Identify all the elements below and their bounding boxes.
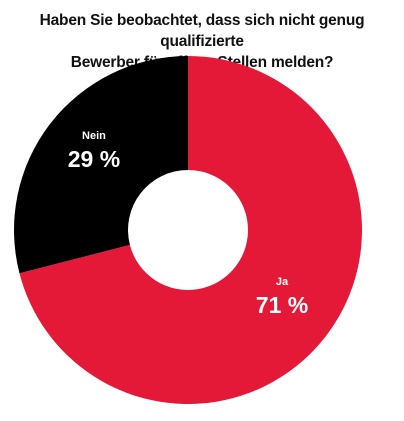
chart-title-line-1: Haben Sie beobachtet, dass sich nicht ge… <box>39 12 365 50</box>
donut-labels: Ja 71 % Nein 29 % <box>68 130 308 318</box>
slice-name-label-nein: Nein <box>82 130 106 142</box>
slice-value-label-ja: 71 % <box>256 292 308 318</box>
slice-name-label-ja: Ja <box>276 276 289 288</box>
slice-ja <box>19 56 363 404</box>
donut-slices <box>14 56 363 404</box>
slice-value-label-nein: 29 % <box>68 146 120 172</box>
slice-nein <box>14 56 188 274</box>
